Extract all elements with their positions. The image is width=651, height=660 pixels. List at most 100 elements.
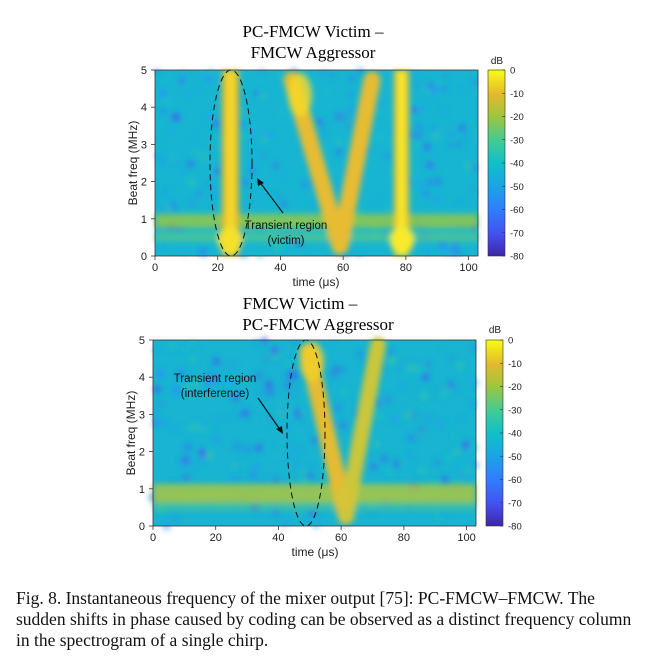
panel-2-noise-speck xyxy=(419,430,425,437)
panel-1-noise-speck xyxy=(422,142,431,151)
panel-1-noise-speck xyxy=(447,143,453,149)
panel-2-noise-speck xyxy=(330,371,337,378)
panel-1-noise-speck xyxy=(452,241,459,247)
panel-2-noise-speck xyxy=(398,406,406,414)
panel-1-noise-speck xyxy=(193,149,202,158)
panel-2-cbar-tick-label: -30 xyxy=(508,405,522,416)
panel-2-noise-speck xyxy=(172,386,181,395)
panel-1-noise-speck xyxy=(214,168,221,174)
panel-2-arrowhead xyxy=(276,426,283,434)
panel-1-noise-speck xyxy=(427,82,433,89)
panel-2-noise-speck xyxy=(299,468,305,475)
panel-2-noise-speck xyxy=(454,448,460,455)
panel-2-noise-speck xyxy=(299,477,309,486)
panel-1-noise-speck xyxy=(274,156,279,161)
panel-1-noise-speck xyxy=(444,74,448,79)
panel-2-noise-speck xyxy=(153,385,161,393)
panel-2-noise-speck xyxy=(152,347,158,353)
panel-2-noise-speck xyxy=(422,416,432,425)
panel-2-hot-top xyxy=(300,342,324,382)
panel-2-ytick-label: 1 xyxy=(139,484,145,496)
panel-1-chirp-up xyxy=(331,71,381,255)
panel-2-title-line-2: PC-FMCW Aggressor xyxy=(242,315,394,334)
panel-1-noise-speck xyxy=(322,130,327,135)
panel-1-noise-speck xyxy=(179,78,186,85)
panel-2-noise-speck xyxy=(407,434,415,443)
panel-2-noise-speck xyxy=(158,402,163,407)
panel-1-ytick-label: 2 xyxy=(141,177,147,189)
panel-1-column-1-core xyxy=(226,70,235,256)
panel-2-noise-speck xyxy=(232,393,240,402)
panel-1-noise-speck xyxy=(375,133,385,142)
panel-2-noise-speck xyxy=(421,373,429,381)
panel-1-noise-speck xyxy=(384,152,391,159)
panel-2-noise-speck xyxy=(454,388,459,393)
panel-1-annotation-line-1: Transient region xyxy=(245,220,328,232)
panel-2-noise-speck xyxy=(462,441,471,450)
panel-2-noise-speck xyxy=(386,468,393,475)
panel-2-noise-speck xyxy=(287,442,295,450)
panel-2-noise-speck xyxy=(306,472,314,480)
panel-1-noise-speck xyxy=(324,90,330,95)
panel-1-noise-speck xyxy=(376,102,383,109)
panel-2-noise-speck xyxy=(469,400,477,408)
panel-1-noise-speck xyxy=(457,200,462,205)
panel-2-noise-speck xyxy=(373,440,380,448)
panel-1-noise-speck xyxy=(160,241,169,250)
panel-2-ytick-label: 0 xyxy=(139,521,145,533)
panel-2-xtick-label: 60 xyxy=(335,532,347,544)
panel-1-noise-speck xyxy=(259,68,265,74)
panel-2-ytick-label: 2 xyxy=(139,447,145,459)
panel-2-annotation-arrow xyxy=(257,397,282,432)
panel-1-noise-speck xyxy=(281,201,287,207)
panel-2-xtick-label: 100 xyxy=(457,532,475,544)
panel-1-noise-speck xyxy=(246,81,251,86)
panel-2-noise-speck xyxy=(293,461,300,467)
panel-2-noise-speck xyxy=(418,435,422,439)
panel-2-noise-speck xyxy=(281,456,286,461)
panel-1-colorbar-ticks: 0 -10 -20 -30 -40 -50 -60 -70 -80 xyxy=(502,66,524,263)
panel-1-noise-speck xyxy=(158,90,167,98)
panel-2-noise-speck xyxy=(171,426,177,432)
panel-1-noise-speck xyxy=(439,245,449,254)
panel-2-colorbar-ticks: 0 -10 -20 -30 -40 -50 -60 -70 -80 xyxy=(500,336,522,533)
panel-1-cbar-tick-label: -80 xyxy=(510,252,524,263)
panel-1-arrowhead xyxy=(257,178,264,186)
panel-1-noise-speck xyxy=(158,156,167,165)
panel-2-noise-speck xyxy=(384,396,391,404)
figure: PC-FMCW Victim – FMCW Aggressor Tran xyxy=(124,22,524,559)
panel-2-noise-speck xyxy=(159,418,169,427)
panel-1-noise-speck xyxy=(253,90,260,97)
panel-1-noise-speck xyxy=(432,133,439,140)
panel-2-noise-speck xyxy=(340,422,347,429)
panel-1-noise-speck xyxy=(474,186,478,191)
panel-2-noise-speck xyxy=(244,445,252,454)
panel-2-chirp-up xyxy=(338,337,386,524)
panel-1-noise-speck xyxy=(192,75,198,81)
panel-2-xlabel: time (μs) xyxy=(292,545,339,559)
panel-2-cbar-tick-label: -10 xyxy=(508,359,522,370)
panel-2-noise-speck xyxy=(212,357,221,366)
panel-2-noise-speck xyxy=(415,365,424,374)
panel-2-noise-speck xyxy=(356,351,364,358)
panel-2-noise-speck xyxy=(273,352,280,359)
panel-2-noise-speck xyxy=(205,379,213,387)
panel-1-noise-speck xyxy=(390,105,395,111)
panel-1-noise-speck xyxy=(334,113,343,121)
panel-1-cbar-tick-label: -40 xyxy=(510,159,524,170)
panel-1-noise-speck xyxy=(321,123,325,128)
panel-1-noise-speck xyxy=(435,127,441,133)
panel-2-annotation-line-2: (interference) xyxy=(181,388,250,400)
panel-2-noise-speck xyxy=(313,511,321,519)
panel-2-noise-speck xyxy=(406,362,416,372)
panel-2-noise-speck xyxy=(262,416,271,425)
panel-2-noise-speck xyxy=(183,383,191,390)
panel-2-noise-speck xyxy=(406,410,415,419)
panel-2-noise-speck xyxy=(450,356,454,361)
panel-1-noise-speck xyxy=(442,87,447,92)
panel-1-noise-speck xyxy=(310,201,319,209)
panel-1-noise-speck xyxy=(472,79,478,85)
panel-1-noise-speck xyxy=(342,252,349,258)
panel-1-noise-speck xyxy=(213,250,218,255)
panel-1-noise-speck xyxy=(347,75,355,83)
